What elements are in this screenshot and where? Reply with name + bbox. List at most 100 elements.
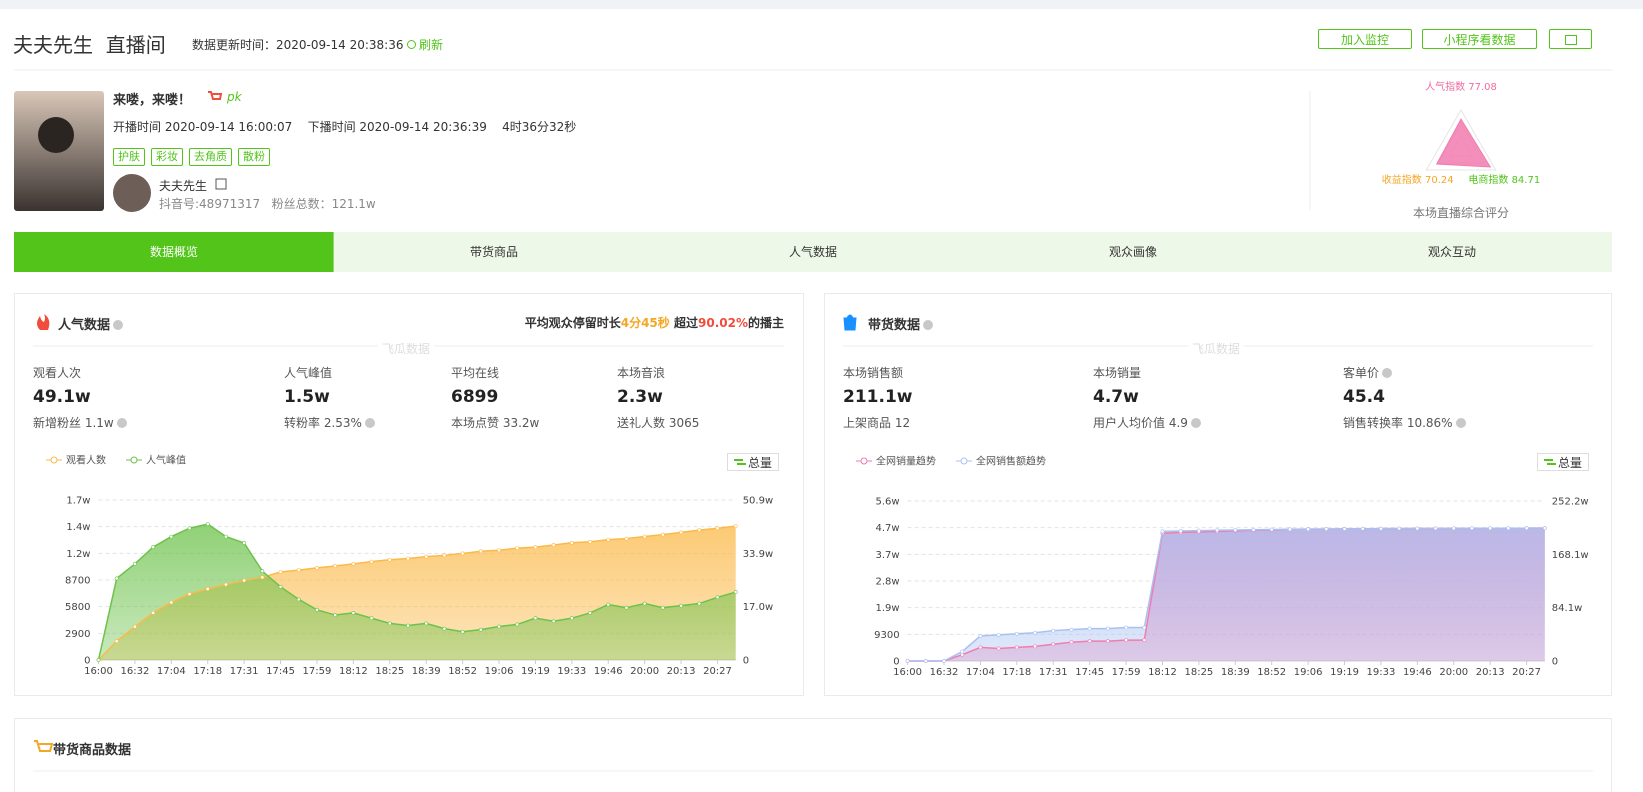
point: [406, 556, 410, 561]
tag: 散粉: [238, 148, 270, 166]
radar-value: 77.08: [1468, 82, 1497, 93]
legend-swatch: [960, 457, 968, 465]
point: [533, 545, 538, 550]
x-tick-label: 19:19: [521, 666, 550, 677]
point: [242, 541, 247, 545]
x-tick-label: 17:31: [230, 666, 259, 677]
tab[interactable]: 观众画像: [1108, 245, 1157, 259]
refresh-text[interactable]: 刷新: [419, 38, 444, 52]
y-tick-label: 5800: [65, 602, 90, 613]
point: [923, 659, 928, 663]
x-tick-label: 17:31: [1039, 667, 1068, 678]
point: [1379, 526, 1383, 531]
point: [960, 649, 965, 654]
y2-tick-label: 33.9w: [743, 549, 773, 560]
tab[interactable]: 人气数据: [788, 245, 837, 259]
stat-value: 211.1w: [843, 387, 913, 407]
point: [660, 605, 665, 610]
watermark: 飞瓜数据: [378, 340, 435, 357]
point: [205, 522, 210, 526]
panel-title: 带货数据: [868, 314, 934, 333]
point: [905, 659, 910, 663]
y2-tick-label: 0: [1552, 657, 1558, 668]
page-title: 夫夫先生 直播间: [13, 29, 166, 58]
line: [97, 523, 736, 661]
stat-sub: 转粉率 2.53%: [284, 416, 362, 430]
cart-icon: [34, 740, 54, 752]
radar-area: [1435, 118, 1492, 168]
radar-name: 电商指数: [1468, 173, 1508, 186]
stat: 人气峰值 1.5w 转粉率 2.53%: [284, 364, 375, 431]
point: [588, 539, 592, 544]
point: [187, 592, 192, 596]
total-button[interactable]: 总量: [727, 453, 780, 471]
share-button[interactable]: [1549, 29, 1592, 49]
line: [97, 525, 736, 661]
x-tick-label: 20:00: [630, 666, 659, 677]
y-tick-label: 3.7w: [876, 550, 900, 561]
refresh[interactable]: 刷新: [407, 36, 443, 53]
monitor-button[interactable]: 加入监控: [1318, 29, 1412, 49]
point: [442, 553, 447, 558]
update-label: 数据更新时间：: [192, 38, 277, 52]
x-tick-label: 17:45: [266, 666, 295, 677]
point: [351, 561, 356, 566]
point: [1124, 625, 1128, 630]
anchor-name: 夫夫先生: [159, 179, 208, 193]
tab[interactable]: 带货商品: [469, 245, 518, 259]
top-band: [0, 0, 1643, 9]
point: [1014, 631, 1019, 636]
tab[interactable]: 观众互动: [1427, 245, 1476, 259]
point: [478, 549, 483, 554]
y-tick-label: 1.2w: [66, 549, 90, 560]
point: [1360, 526, 1365, 531]
point: [224, 582, 228, 587]
legend-label: 全网销售额趋势: [976, 455, 1046, 468]
stat-label: 本场音浪: [617, 366, 666, 380]
point: [624, 536, 629, 541]
miniapp-button[interactable]: 小程序看数据: [1422, 29, 1537, 49]
title-text: 带货数据: [868, 318, 921, 333]
point: [333, 564, 338, 568]
note-percent: 90.02%: [698, 316, 748, 330]
y-tick-label: 1.7w: [66, 496, 90, 507]
point: [1196, 528, 1201, 533]
x-tick-label: 20:00: [1439, 667, 1468, 678]
stat: 平均在线 6899 本场点赞 33.2w: [451, 364, 539, 431]
note: 的播主: [747, 316, 784, 330]
legend-swatch: [860, 457, 868, 465]
x-tick-label: 18:52: [448, 666, 477, 677]
x-tick-label: 17:04: [966, 667, 995, 678]
radar-value: 84.71: [1512, 175, 1541, 186]
point: [1506, 526, 1511, 531]
legend-label: 全网销量趋势: [876, 455, 936, 468]
total-button[interactable]: 总量: [1537, 453, 1590, 471]
stat-label: 客单价: [1343, 366, 1380, 380]
point: [1142, 638, 1147, 642]
anchor-info: 抖音号:48971317 粉丝总数：121.1w: [159, 195, 376, 212]
point: [642, 534, 647, 539]
legend-swatch: [50, 456, 58, 464]
point: [114, 576, 119, 581]
tab[interactable]: 数据概览: [149, 245, 198, 259]
y-tick-label: 1.4w: [66, 522, 90, 533]
bag-icon: [843, 314, 857, 331]
info-icon: [1190, 418, 1201, 428]
point: [1306, 527, 1311, 532]
cover-figure: [38, 117, 74, 153]
y-tick-label: 9300: [874, 630, 899, 641]
x-tick-label: 19:46: [1403, 667, 1432, 678]
point: [1324, 527, 1329, 531]
point: [296, 597, 301, 602]
stat-value: 45.4: [1343, 387, 1385, 407]
panel: [14, 718, 1612, 792]
y-tick-label: 0: [893, 657, 899, 668]
point: [1069, 640, 1074, 645]
point: [1051, 628, 1056, 633]
radar-label: 人气指数 77.08: [1425, 80, 1497, 93]
qr-icon: [215, 178, 227, 190]
point: [606, 537, 611, 542]
line: [907, 527, 1545, 662]
area: [907, 528, 1545, 661]
